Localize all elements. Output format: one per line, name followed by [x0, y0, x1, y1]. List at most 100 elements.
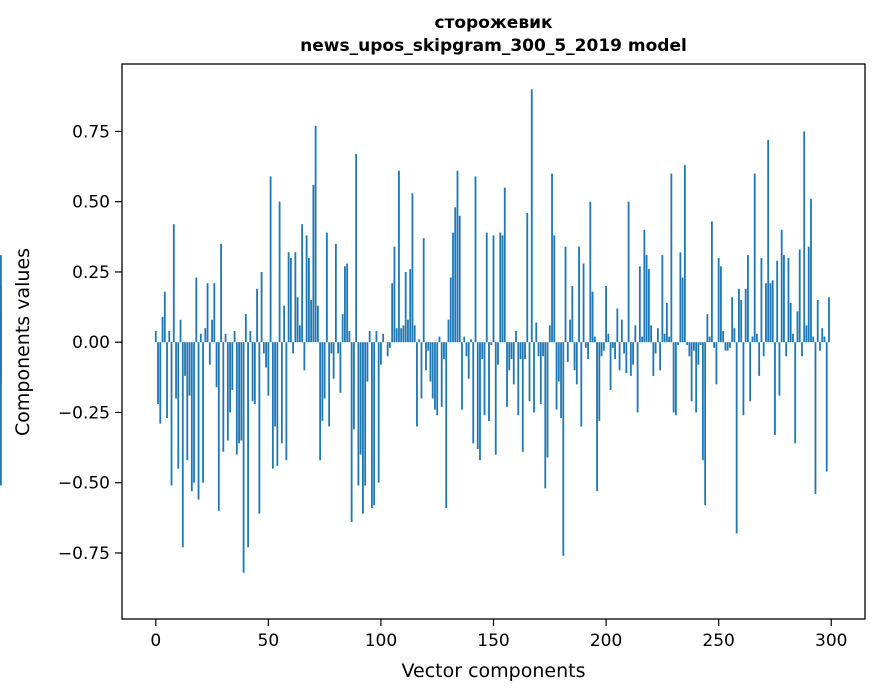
- bar-231: [674, 342, 677, 416]
- bar-26: [213, 283, 216, 343]
- bar-83: [341, 314, 344, 343]
- bar-249: [715, 342, 718, 385]
- bar-178: [555, 342, 558, 410]
- bar-85: [346, 263, 349, 343]
- y-tick-label: 0.50: [72, 193, 110, 213]
- bar-239: [692, 342, 695, 351]
- bar-264: [749, 342, 752, 402]
- bar-136: [461, 342, 463, 410]
- bar-88: [353, 342, 355, 430]
- bar-230: [672, 342, 675, 413]
- bar-294: [816, 300, 819, 343]
- bar-118: [420, 342, 423, 399]
- bar-171: [539, 342, 542, 405]
- bar-262: [744, 288, 747, 343]
- x-tick-label: 300: [815, 631, 847, 651]
- bar-228: [668, 336, 671, 343]
- bar-299: [828, 297, 830, 343]
- bar-260: [740, 300, 743, 343]
- bar-284: [794, 342, 797, 444]
- bar-235: [683, 165, 686, 343]
- bar-156: [506, 342, 508, 407]
- bar-108: [398, 170, 400, 343]
- bar-104: [389, 342, 391, 348]
- bar-52: [271, 342, 274, 469]
- bar-293: [814, 342, 817, 494]
- bar-213: [634, 325, 637, 343]
- bar-168: [533, 342, 535, 413]
- bar-53: [274, 342, 276, 427]
- bar-248: [713, 342, 716, 348]
- bar-194: [591, 291, 594, 343]
- bar-100: [380, 342, 382, 365]
- bar-187: [575, 342, 578, 385]
- bar-4: [163, 291, 166, 343]
- bar-270: [762, 342, 765, 357]
- bar-66: [303, 342, 306, 371]
- chart-title-line2: news_upos_skipgram_300_5_2019 model: [300, 36, 687, 56]
- bar-114: [411, 193, 414, 343]
- bar-10: [177, 342, 180, 469]
- bar-141: [472, 342, 475, 444]
- bar-89: [355, 153, 358, 343]
- bar-186: [573, 342, 576, 371]
- bar-179: [557, 342, 560, 382]
- bar-229: [670, 173, 673, 343]
- bar-44: [253, 342, 256, 405]
- bars-group: [0, 89, 830, 573]
- bar-12: [181, 342, 184, 548]
- y-tick-label: 0.75: [72, 122, 110, 142]
- bar-154: [501, 235, 504, 343]
- bar-145: [481, 342, 484, 360]
- bar-64: [298, 325, 301, 343]
- bar-237: [688, 342, 691, 357]
- x-tick-label: 250: [702, 631, 734, 651]
- bar-95: [368, 330, 371, 343]
- bar-269: [760, 257, 763, 343]
- bar-161: [517, 342, 520, 416]
- bar-73: [319, 342, 322, 461]
- bar-277: [778, 342, 781, 396]
- bar-40: [244, 314, 247, 343]
- bar-76: [325, 232, 328, 343]
- bar-206: [618, 342, 621, 371]
- bar-281: [787, 257, 790, 343]
- bar-222: [654, 342, 657, 354]
- y-tick-label: 0.25: [72, 263, 110, 283]
- bar-298: [825, 342, 828, 472]
- bar-267: [756, 333, 758, 343]
- bar-23: [206, 283, 209, 343]
- bar-220: [650, 325, 653, 343]
- bar-33: [229, 342, 231, 413]
- bar-30: [222, 342, 225, 452]
- bar-35: [233, 330, 236, 343]
- bar-36: [235, 342, 238, 455]
- bar-37: [238, 342, 240, 444]
- bar-252: [722, 330, 725, 343]
- bar-80: [334, 243, 337, 343]
- bar-282: [789, 302, 792, 343]
- bar-247: [711, 221, 713, 343]
- bar-7: [170, 342, 173, 486]
- bar-173: [544, 342, 547, 489]
- bar-155: [503, 187, 506, 343]
- y-tick-label: 0.00: [72, 333, 110, 353]
- bar-47: [260, 271, 263, 343]
- bar-193: [589, 201, 592, 343]
- bar-214: [636, 342, 639, 413]
- bar-56: [280, 342, 283, 444]
- bar-72: [316, 305, 319, 343]
- bar-240: [695, 342, 698, 413]
- bar-97: [373, 342, 376, 506]
- bar-290: [807, 246, 810, 343]
- bar-91: [359, 342, 362, 455]
- bar-126: [438, 336, 441, 343]
- bar-77: [328, 342, 331, 427]
- bar-143: [476, 342, 479, 449]
- bar-29: [220, 243, 222, 343]
- bar-211: [629, 342, 632, 376]
- bar-105: [391, 283, 394, 343]
- bar-167: [530, 89, 533, 343]
- bar-279: [783, 255, 785, 343]
